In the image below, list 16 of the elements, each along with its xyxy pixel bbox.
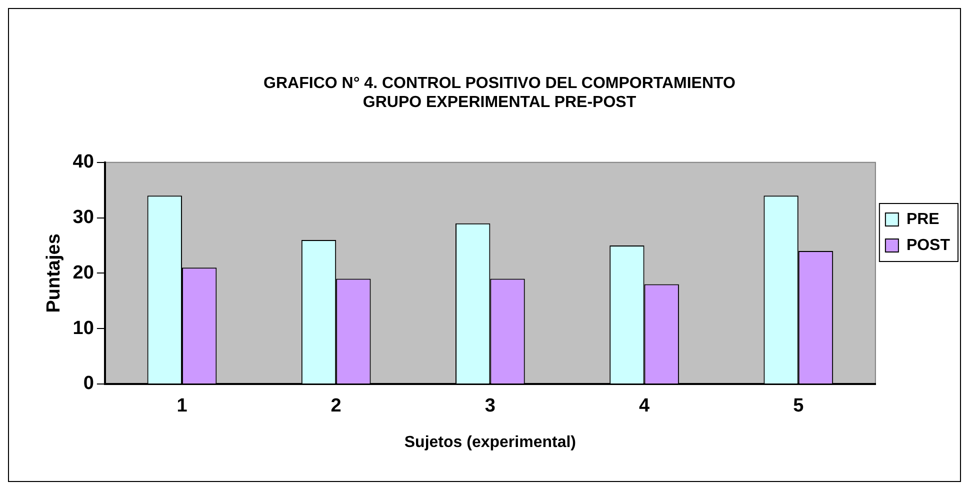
text: GRAFICO N° 4. CONTROL POSITIVO DEL COMPORTAMIENTO (264, 75, 736, 92)
x-axis-title: Sujetos (experimental) (404, 434, 576, 451)
x-tick-label: 4 (638, 396, 650, 417)
y-tick-label: 40 (72, 152, 94, 173)
x-tick-label: 5 (793, 396, 804, 417)
y-tick-label: 20 (72, 262, 94, 284)
y-tick-label: 0 (83, 373, 94, 394)
x-tick-label: 2 (330, 396, 342, 417)
legend-label: PRE (906, 210, 940, 228)
x-tick-label: 1 (176, 396, 188, 417)
text: GRUPO EXPERIMENTAL PRE-POST (362, 94, 636, 112)
legend-label: POST (906, 236, 950, 254)
y-tick-label: 30 (72, 207, 94, 228)
y-axis-title: Puntajes (44, 234, 65, 313)
y-tick-label: 10 (72, 318, 94, 339)
x-tick-label: 3 (484, 396, 496, 417)
